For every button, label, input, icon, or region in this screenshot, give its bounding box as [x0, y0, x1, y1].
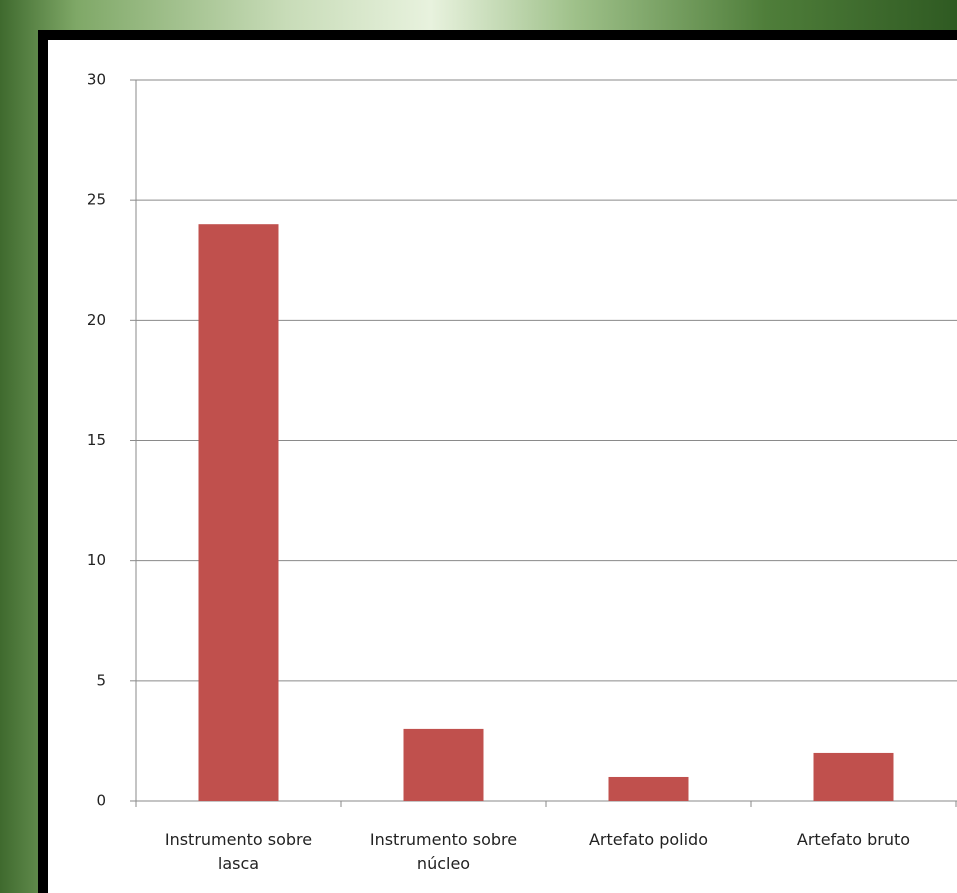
x-tick-label: Artefato polido: [588, 830, 708, 849]
x-tick-label: Instrumento sobre lasca: [164, 830, 313, 873]
y-tick-label: 15: [87, 431, 106, 449]
x-tick-label: Instrumento sobre núcleo: [369, 830, 518, 873]
bar: [608, 776, 689, 801]
bar: [198, 224, 279, 801]
y-tick-label: 5: [96, 671, 106, 689]
x-tick-label: Artefato bruto: [796, 830, 911, 849]
bar: [403, 728, 484, 801]
bar: [813, 752, 894, 801]
y-tick-label: 10: [87, 551, 106, 569]
y-tick-label: 25: [87, 191, 106, 209]
y-tick-label: 20: [87, 311, 106, 329]
y-tick-label: 0: [96, 792, 106, 810]
y-tick-label: 30: [87, 71, 106, 89]
